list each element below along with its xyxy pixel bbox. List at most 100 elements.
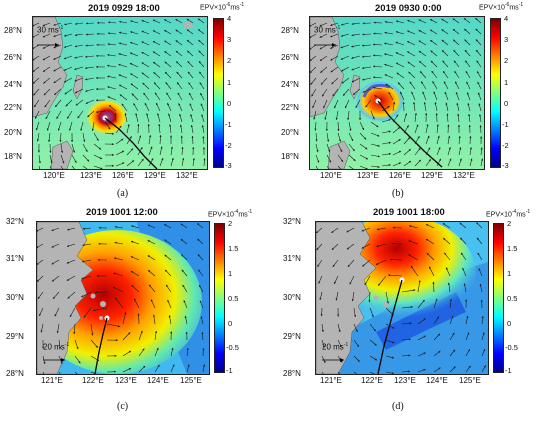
colorbar-tick: 0.5	[507, 294, 518, 303]
wind-arrowhead	[164, 224, 167, 227]
wind-arrowhead	[150, 146, 153, 149]
lat-label: 28°N	[283, 369, 301, 378]
lat-label: 28°N	[281, 26, 299, 35]
wind-arrowhead	[129, 136, 132, 139]
wind-arrowhead	[95, 291, 98, 294]
wind-arrowhead	[376, 245, 379, 248]
wind-arrowhead	[198, 39, 201, 43]
panel-d: 2019 1001 18:00 20 ms-1	[275, 205, 550, 421]
wind-arrowhead	[85, 44, 88, 47]
colorbar-tick: -1	[505, 366, 512, 375]
wind-arrowhead	[362, 78, 365, 81]
wind-arrowhead	[38, 161, 41, 164]
wind-arrowhead	[168, 315, 171, 318]
wind-arrowhead	[74, 33, 78, 37]
wind-arrowhead	[478, 103, 481, 106]
wind-arrowhead	[187, 71, 190, 74]
wind-arrowhead	[97, 258, 100, 261]
lat-label: 32°N	[283, 217, 301, 226]
wind-arrowhead	[340, 57, 343, 60]
wind-arrowhead	[310, 70, 313, 73]
wind-arrowhead	[316, 247, 319, 251]
wind-arrowhead	[476, 222, 479, 225]
wind-arrowhead	[362, 33, 365, 36]
wind-arrowhead	[375, 262, 379, 265]
colorbar-title: EPV×10-4ms-1	[208, 209, 253, 219]
wind-arrowhead	[113, 272, 116, 275]
wind-arrowhead	[432, 281, 435, 284]
wind-arrowhead	[175, 29, 178, 32]
lon-label: 123°E	[115, 376, 137, 385]
wind-arrowhead	[455, 81, 458, 84]
wind-arrowhead	[464, 28, 467, 31]
panel-caption: (d)	[392, 401, 404, 412]
wind-arrowhead	[407, 30, 410, 33]
wind-arrowhead	[54, 314, 57, 317]
wind-arrow	[49, 165, 52, 169]
wind-arrowhead	[351, 138, 354, 142]
wind-arrowhead	[170, 331, 173, 334]
wind-arrowhead	[160, 146, 163, 149]
wind-arrowhead	[366, 167, 368, 169]
colorbar-tick: -1	[502, 120, 509, 129]
wind-arrowhead	[426, 253, 429, 256]
wind-arrowhead	[356, 344, 359, 347]
wind-arrowhead	[165, 71, 168, 75]
wind-vectors	[316, 222, 486, 374]
wind-arrowhead	[397, 127, 400, 130]
wind-arrowhead	[324, 117, 327, 120]
wind-arrowhead	[158, 124, 161, 127]
wind-arrowhead	[42, 346, 45, 349]
wind-arrowhead	[141, 62, 144, 65]
wind-arrowhead	[388, 141, 391, 144]
wind-arrowhead	[438, 350, 441, 353]
wind-arrowhead	[81, 277, 84, 280]
wind-arrowhead	[396, 62, 399, 65]
wind-arrowhead	[408, 71, 411, 74]
wind-arrowhead	[455, 92, 458, 95]
wind-arrowhead	[361, 229, 364, 232]
colorbar-tick: 4	[504, 14, 509, 23]
wind-arrowhead	[53, 34, 56, 37]
wind-arrowhead	[447, 282, 450, 285]
wind-arrowhead	[409, 322, 412, 325]
wind-arrow	[348, 165, 354, 169]
panel-title: 2019 0930 0:00	[375, 3, 442, 14]
wind-arrowhead	[98, 242, 101, 245]
wind-arrowhead	[187, 364, 190, 367]
wind-arrowhead	[121, 103, 124, 106]
wind-arrowhead	[463, 283, 466, 286]
reference-arrow-label: 20 ms-1	[322, 342, 349, 352]
lon-label: 121°E	[41, 376, 63, 385]
wind-arrowhead	[428, 159, 431, 162]
wind-arrowhead	[124, 312, 127, 315]
wind-arrowhead	[34, 104, 37, 108]
wind-arrowhead	[387, 106, 390, 109]
wind-arrowhead	[459, 147, 462, 150]
wind-arrowhead	[338, 330, 341, 333]
wind-arrowhead	[344, 105, 347, 109]
wind-arrowhead	[124, 113, 127, 116]
wind-arrowhead	[33, 47, 35, 49]
wind-arrowhead	[85, 66, 88, 70]
wind-arrowhead	[310, 36, 312, 39]
wind-arrowhead	[321, 329, 324, 332]
wind-arrowhead	[391, 372, 394, 374]
wind-arrowhead	[175, 50, 179, 53]
wind-arrowhead	[107, 32, 110, 35]
wind-arrowhead	[430, 29, 433, 32]
wind-arrowhead	[317, 264, 320, 267]
wind-arrowhead	[330, 58, 333, 61]
wind-arrowhead	[164, 61, 167, 64]
wind-arrowhead	[53, 23, 56, 26]
wind-arrowhead	[75, 103, 78, 106]
wind-arrowhead	[85, 149, 88, 152]
wind-arrowhead	[43, 362, 46, 365]
wind-arrowhead	[465, 60, 468, 63]
wind-arrowhead	[384, 74, 387, 77]
lat-label: 22°N	[281, 103, 299, 112]
wind-arrowhead	[137, 124, 140, 126]
wind-arrowhead	[151, 158, 154, 161]
wind-arrow	[390, 259, 403, 261]
wind-arrowhead	[479, 114, 482, 117]
